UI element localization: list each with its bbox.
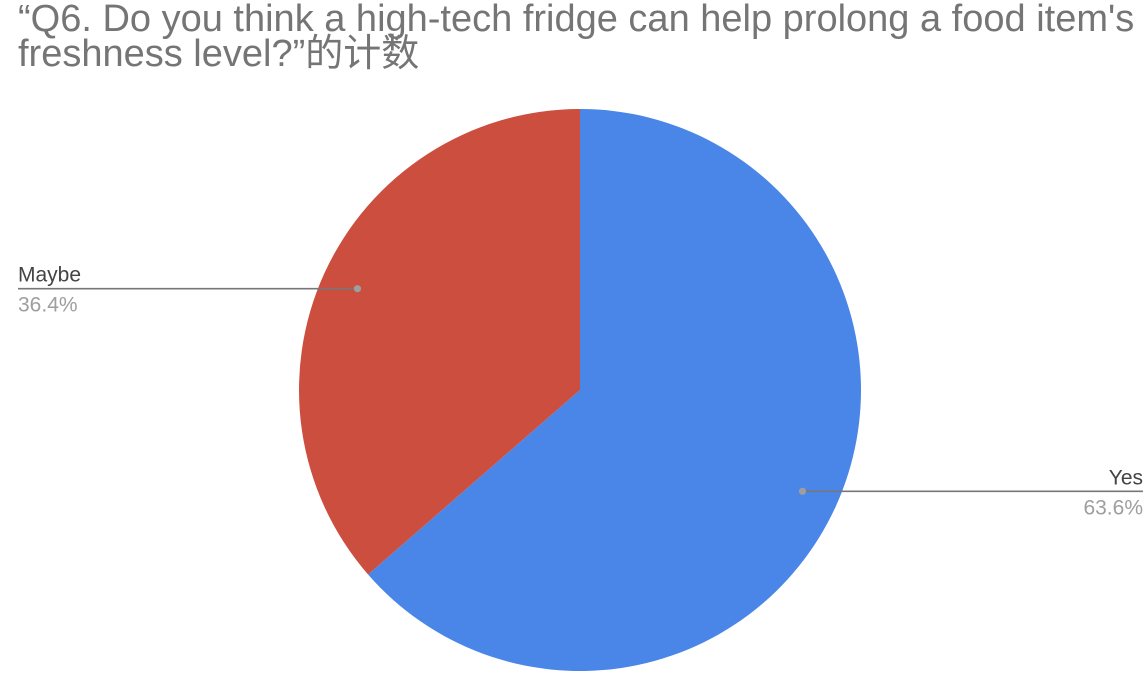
chart-title: “Q6. Do you think a high-tech fridge can… xyxy=(18,0,1135,75)
pie-slice-yes xyxy=(368,109,861,672)
pie-slice-maybe xyxy=(298,109,580,575)
slice-label-maybe: Maybe xyxy=(18,264,81,287)
leader-dot-maybe xyxy=(353,285,362,293)
slice-percent-yes: 63.6% xyxy=(1083,496,1143,519)
slice-label-yes: Yes xyxy=(1109,466,1143,489)
slice-percent-maybe: 36.4% xyxy=(18,294,78,317)
leader-dot-yes xyxy=(798,487,807,495)
